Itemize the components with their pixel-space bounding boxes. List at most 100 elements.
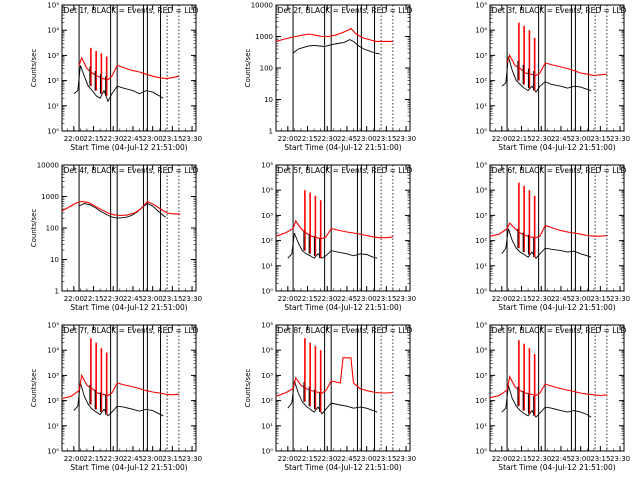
x-tick-label: 22:45 <box>123 295 143 303</box>
y-tick-label: 10⁴ <box>475 347 487 355</box>
y-tick-label: 10⁴ <box>261 347 273 355</box>
x-tick-label: 23:00 <box>357 455 377 463</box>
y-tick-label: 10¹ <box>475 262 487 270</box>
x-tick-label: 23:15 <box>162 135 182 143</box>
y-tick-label: 10⁴ <box>475 27 487 35</box>
x-tick-label: 23:15 <box>590 455 610 463</box>
y-tick-label: 10⁰ <box>475 288 487 296</box>
x-tick-label: 22:15 <box>511 135 531 143</box>
x-tick-label: 23:15 <box>162 295 182 303</box>
plot-frame <box>275 164 411 292</box>
x-tick-label: 23:30 <box>610 135 630 143</box>
x-tick-label: 22:45 <box>551 455 571 463</box>
y-tick-label: 10¹ <box>475 422 487 430</box>
x-tick-label: 22:15 <box>297 135 317 143</box>
x-tick-label: 23:00 <box>571 455 591 463</box>
x-axis-label: Start Time (04-Jul-12 21:51:00) <box>498 303 615 312</box>
x-axis-label: Start Time (04-Jul-12 21:51:00) <box>70 463 187 472</box>
x-tick-label: 23:30 <box>182 135 202 143</box>
plot-frame <box>489 164 625 292</box>
chart-panel-4: 1 10 100 1000 10000 22:00 22:15 22:30 22:45 23:00… <box>30 162 202 313</box>
x-tick-label: 22:00 <box>492 455 512 463</box>
y-tick-label: 10⁵ <box>475 162 487 170</box>
x-tick-label: 23:30 <box>396 135 416 143</box>
x-tick-label: 23:00 <box>143 455 163 463</box>
x-tick-label: 23:00 <box>143 135 163 143</box>
x-tick-label: 23:30 <box>396 455 416 463</box>
y-tick-label: 10 <box>264 96 273 104</box>
x-tick-label: 23:30 <box>182 455 202 463</box>
x-tick-label: 22:00 <box>64 295 84 303</box>
lld-series-line <box>275 27 393 42</box>
events-series-line <box>292 39 380 55</box>
x-tick-label: 22:30 <box>103 135 123 143</box>
y-tick-label: 10⁰ <box>47 128 59 136</box>
y-tick-label: 10⁵ <box>47 2 59 10</box>
x-tick-label: 22:30 <box>531 135 551 143</box>
lld-series-line <box>489 222 607 239</box>
plot-frame <box>275 324 411 452</box>
y-axis-label: Counts/sec <box>30 369 38 408</box>
y-tick-label: 10000 <box>37 162 59 170</box>
x-tick-label: 22:15 <box>297 295 317 303</box>
lld-series-line <box>78 56 180 81</box>
y-tick-label: 10¹ <box>47 422 59 430</box>
lld-series-line <box>275 219 393 240</box>
y-tick-label: 10⁵ <box>475 322 487 330</box>
y-tick-label: 100 <box>260 65 273 73</box>
y-tick-label: 10² <box>475 77 487 85</box>
x-tick-label: 23:15 <box>590 135 610 143</box>
y-tick-label: 10³ <box>475 52 487 60</box>
y-axis-label: Counts/sec <box>244 369 252 408</box>
lld-series-line <box>489 374 607 399</box>
y-tick-label: 10⁰ <box>475 448 487 456</box>
y-tick-label: 10⁵ <box>261 322 273 330</box>
x-axis-label: Start Time (04-Jul-12 21:51:00) <box>498 463 615 472</box>
y-tick-label: 10⁰ <box>475 128 487 136</box>
events-series-line <box>501 228 592 259</box>
y-axis-label: Counts/sec <box>30 49 38 88</box>
y-tick-label: 10 <box>50 256 59 264</box>
y-tick-label: 10² <box>475 397 487 405</box>
x-tick-label: 22:30 <box>531 295 551 303</box>
x-tick-label: 23:00 <box>357 295 377 303</box>
x-tick-label: 22:45 <box>337 135 357 143</box>
y-tick-label: 10⁵ <box>261 162 273 170</box>
panel-title: Det 7f, BLACK = Events, RED = LLD <box>64 326 199 335</box>
x-axis-label: Start Time (04-Jul-12 21:51:00) <box>284 143 401 152</box>
y-tick-label: 10¹ <box>47 102 59 110</box>
y-tick-label: 10⁵ <box>475 2 487 10</box>
x-tick-label: 23:00 <box>143 295 163 303</box>
x-tick-label: 22:45 <box>337 455 357 463</box>
y-axis-label: Counts/sec <box>244 49 252 88</box>
events-series-line <box>78 202 167 219</box>
x-tick-label: 22:00 <box>64 135 84 143</box>
plot-frame <box>489 4 625 132</box>
y-tick-label: 10¹ <box>475 102 487 110</box>
plot-frame <box>61 4 197 132</box>
y-tick-label: 10² <box>47 397 59 405</box>
lld-series-line <box>275 357 393 397</box>
y-tick-label: 10⁴ <box>261 187 273 195</box>
x-tick-label: 22:15 <box>511 295 531 303</box>
x-tick-label: 23:30 <box>396 295 416 303</box>
x-axis-label: Start Time (04-Jul-12 21:51:00) <box>70 143 187 152</box>
y-tick-label: 10000 <box>251 2 273 10</box>
x-tick-label: 22:00 <box>492 295 512 303</box>
x-tick-label: 23:15 <box>376 455 396 463</box>
panel-title: Det 1f, BLACK = Events, RED = LLD <box>64 6 199 15</box>
panel-title: Det 9f, BLACK = Events, RED = LLD <box>492 326 627 335</box>
events-series-line <box>287 232 378 259</box>
x-tick-label: 22:30 <box>103 295 123 303</box>
x-tick-label: 22:30 <box>317 455 337 463</box>
x-tick-label: 22:45 <box>123 455 143 463</box>
x-tick-label: 22:45 <box>551 295 571 303</box>
y-tick-label: 1000 <box>255 33 273 41</box>
x-tick-label: 23:15 <box>376 295 396 303</box>
x-tick-label: 22:15 <box>83 135 103 143</box>
x-tick-label: 23:15 <box>590 295 610 303</box>
y-tick-label: 10³ <box>475 212 487 220</box>
